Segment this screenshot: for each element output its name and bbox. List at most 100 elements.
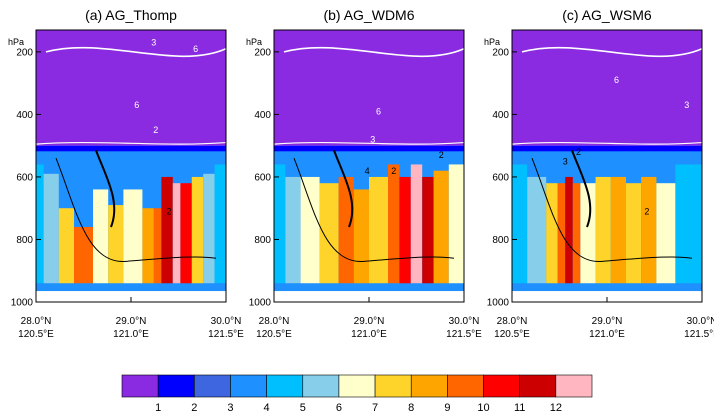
y-tick-label: 200 bbox=[254, 47, 271, 58]
colorbar-swatch bbox=[410, 374, 448, 398]
contour-line-white-upper bbox=[45, 46, 226, 58]
contour-label: 2 bbox=[644, 206, 649, 216]
y-tick-label: 1000 bbox=[487, 298, 510, 309]
x-tick-label-lat: 29.0°N bbox=[354, 316, 385, 327]
contour-label: 2 bbox=[153, 125, 158, 135]
field-column bbox=[43, 173, 59, 284]
contour-line-white-upper bbox=[521, 46, 702, 58]
colorbar-label: 11 bbox=[514, 402, 525, 414]
y-tick-label: 400 bbox=[254, 110, 271, 121]
x-tick-label-lat: 29.0°N bbox=[592, 316, 623, 327]
field-column bbox=[203, 173, 215, 284]
melting-layer-band bbox=[36, 145, 226, 152]
field-column bbox=[410, 164, 423, 284]
field-column bbox=[123, 189, 143, 284]
colorbar-label: 9 bbox=[444, 402, 450, 414]
y-tick-label: 800 bbox=[254, 235, 271, 246]
x-tick-label-lat: 28.0°N bbox=[21, 316, 52, 327]
colorbar-swatch bbox=[447, 374, 484, 398]
upper-field bbox=[512, 30, 702, 146]
field-column bbox=[641, 176, 657, 284]
field-column bbox=[595, 176, 611, 284]
contour-label: 2 bbox=[439, 150, 444, 160]
x-tick-label-lat: 28.0°N bbox=[259, 316, 290, 327]
field-column bbox=[388, 164, 400, 284]
x-tick-label-lon: 121.5°E bbox=[684, 329, 714, 340]
terrain-mask bbox=[274, 291, 464, 302]
y-ticks: 200 400 600 800 1000 bbox=[11, 47, 41, 309]
contour-label: 2 bbox=[391, 166, 396, 176]
panel-title: (b) AG_WDM6 bbox=[323, 7, 414, 23]
colorbar-swatch bbox=[230, 374, 267, 398]
field-column bbox=[93, 189, 109, 284]
colorbar-label: 6 bbox=[336, 402, 342, 414]
contour-line-white bbox=[274, 141, 464, 145]
colorbar-label: 2 bbox=[191, 402, 197, 414]
field-column bbox=[572, 183, 581, 284]
field-column bbox=[161, 176, 173, 284]
field-column bbox=[153, 208, 162, 284]
x-tick-label-lon: 121.5°E bbox=[208, 329, 244, 340]
colorbar-swatch bbox=[338, 374, 376, 398]
x-tick-label-lon: 120.5°E bbox=[494, 329, 530, 340]
y-tick-label: 200 bbox=[16, 47, 33, 58]
field-column bbox=[338, 176, 354, 284]
field-column bbox=[527, 176, 547, 284]
field-column bbox=[512, 164, 528, 284]
y-axis-label: hPa bbox=[246, 37, 262, 47]
contour-label: 6 bbox=[134, 100, 139, 110]
contour-label: 3 bbox=[151, 38, 156, 48]
x-ticks: 28.0°N 120.5°E 29.0°N 121.0°E 30.0°N 121.5°E bbox=[494, 297, 714, 340]
contour-label: 2 bbox=[166, 206, 171, 216]
melting-layer-band bbox=[274, 145, 464, 152]
field-column bbox=[546, 183, 558, 284]
y-tick-label: 200 bbox=[492, 47, 509, 58]
panel-title: (c) AG_WSM6 bbox=[562, 7, 652, 23]
colorbar-swatch bbox=[157, 374, 195, 398]
contour-label: 3 bbox=[684, 100, 689, 110]
field-column bbox=[422, 176, 434, 284]
x-tick-label-lon: 121.0°E bbox=[589, 329, 625, 340]
contour-line-black-thick bbox=[95, 150, 116, 228]
field-column bbox=[285, 176, 301, 284]
field-column bbox=[353, 189, 369, 284]
contour-line-black bbox=[531, 157, 693, 262]
colorbar-label: 8 bbox=[408, 402, 414, 414]
x-ticks: 28.0°N 120.5°E 29.0°N 121.0°E 30.0°N 121.5°E bbox=[18, 297, 244, 340]
contour-line-white bbox=[36, 141, 226, 145]
colorbar-label: 4 bbox=[264, 402, 270, 414]
contour-line-black-thick bbox=[333, 150, 354, 228]
colorbar-swatch bbox=[555, 374, 593, 398]
x-tick-label-lat: 30.0°N bbox=[211, 316, 242, 327]
y-tick-label: 600 bbox=[254, 172, 271, 183]
colorbar-label: 3 bbox=[227, 402, 233, 414]
colorbar-label: 10 bbox=[477, 402, 489, 414]
contour-label: 4 bbox=[365, 166, 370, 176]
colorbar-swatch bbox=[266, 374, 304, 398]
field-column bbox=[58, 208, 74, 284]
colorbar-swatch bbox=[121, 374, 159, 398]
x-tick-label-lon: 121.0°E bbox=[351, 329, 387, 340]
field-column bbox=[675, 164, 702, 284]
contour-label: 6 bbox=[193, 44, 198, 54]
field-column bbox=[74, 226, 93, 284]
field-column bbox=[191, 176, 204, 284]
y-tick-label: 600 bbox=[492, 172, 509, 183]
panel-b: (b) AG_WDM6 hPa 6 3 2 4 2 200 400 600 800 1000 2… bbox=[246, 7, 482, 340]
melting-layer-band bbox=[512, 145, 702, 152]
contour-line-black bbox=[55, 157, 217, 262]
plot-area: 6 3 2 4 2 bbox=[274, 30, 464, 302]
contour-label: 6 bbox=[614, 75, 619, 85]
panel-title: (a) AG_Thomp bbox=[85, 7, 177, 23]
colorbar-swatch bbox=[302, 374, 340, 398]
field-column bbox=[142, 208, 154, 284]
field-column bbox=[369, 176, 388, 284]
y-tick-label: 400 bbox=[492, 110, 509, 121]
contour-label: 3 bbox=[370, 135, 375, 145]
y-axis-label: hPa bbox=[8, 37, 24, 47]
field-column bbox=[108, 205, 124, 284]
field-column bbox=[274, 164, 286, 284]
